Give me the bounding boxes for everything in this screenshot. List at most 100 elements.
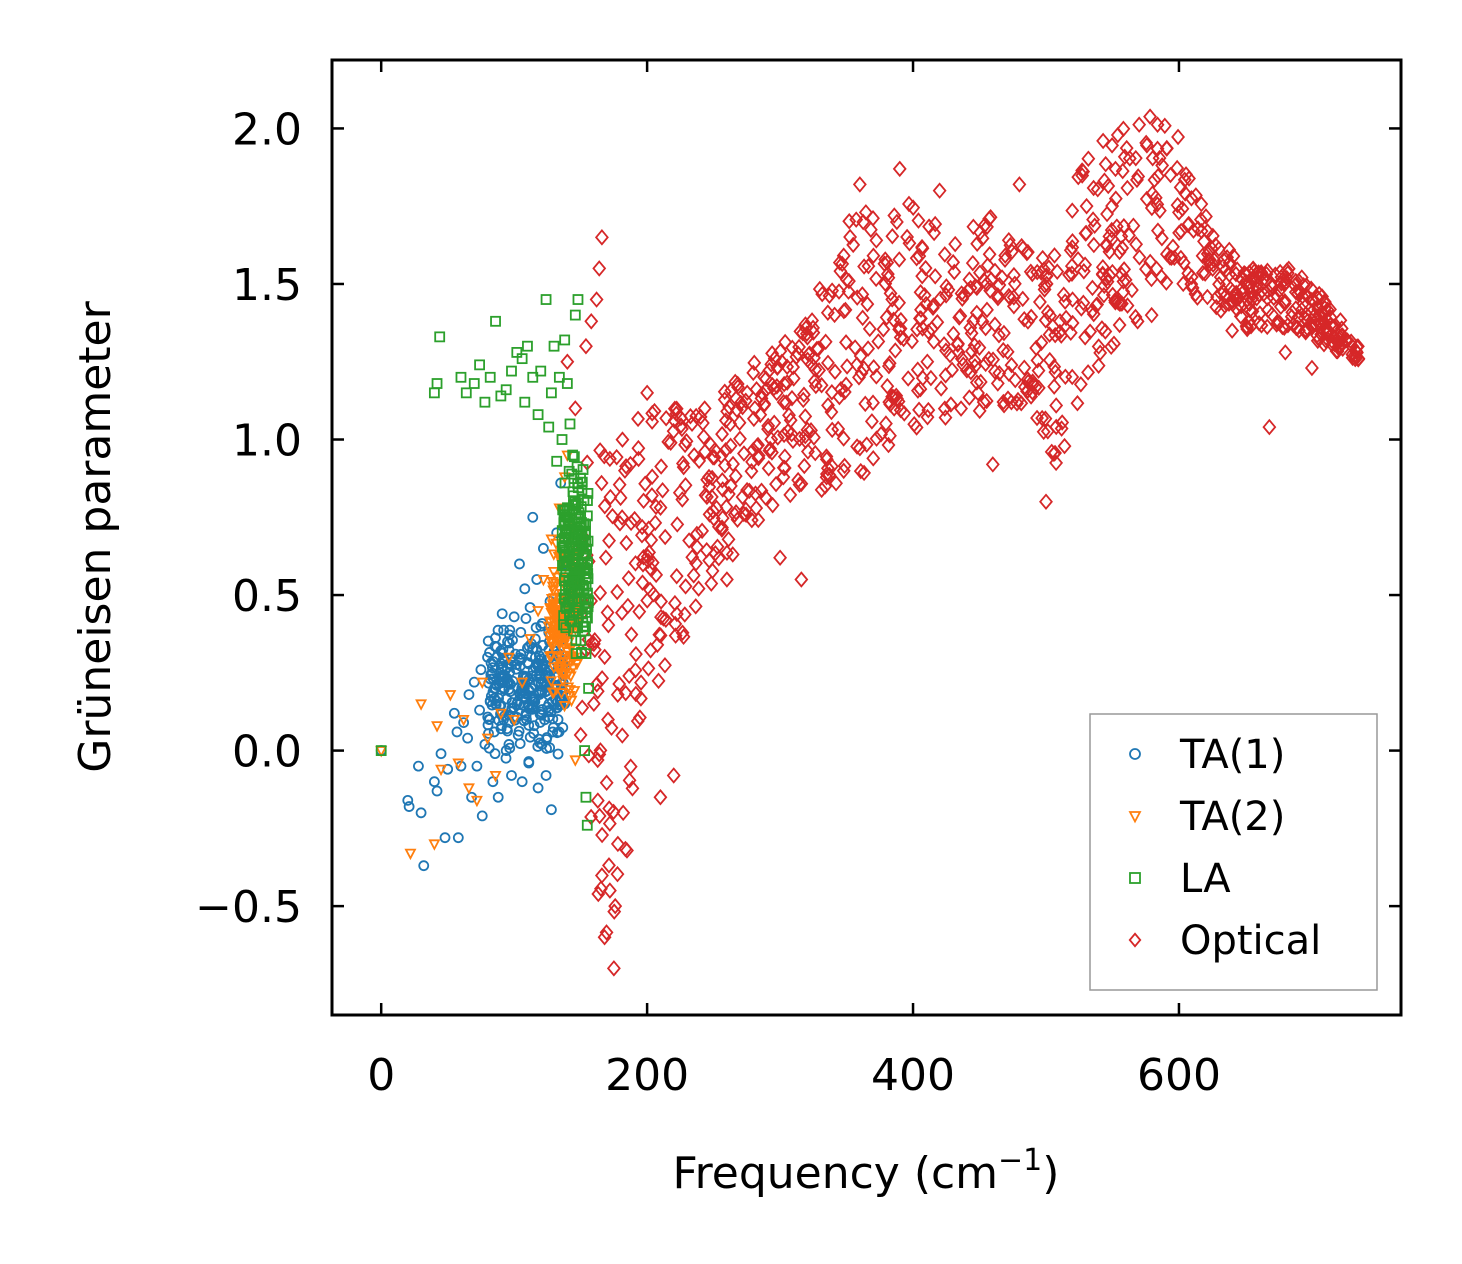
optical-point [761, 460, 776, 477]
ta-2--point [551, 652, 564, 664]
x-tick-label: 600 [1137, 1050, 1221, 1101]
ta-2--point [556, 657, 569, 670]
optical-point [774, 353, 789, 371]
optical-point [832, 254, 847, 271]
optical-point [869, 270, 884, 288]
ta-1--point [496, 720, 508, 732]
ta-1--point [506, 770, 517, 781]
ta-1--point [463, 689, 475, 700]
optical-point [658, 611, 673, 629]
optical-point [1315, 288, 1330, 305]
optical-point [1223, 280, 1238, 298]
ta-2--point [415, 699, 428, 711]
ta-2--point [516, 677, 529, 690]
ta-2--point [428, 839, 441, 851]
optical-point [1277, 319, 1292, 337]
optical-point [807, 372, 822, 390]
optical-point [934, 380, 949, 397]
ta-1--point [495, 658, 507, 669]
optical-point [967, 352, 982, 369]
optical-point [912, 401, 927, 419]
optical-point [636, 492, 651, 510]
optical-point [1115, 162, 1130, 180]
la-point [560, 622, 572, 634]
optical-point [591, 885, 606, 903]
series-optical [560, 108, 1366, 977]
optical-point [1163, 249, 1177, 266]
optical-point [1120, 297, 1135, 314]
la-point [434, 331, 446, 343]
optical-point [821, 354, 835, 372]
optical-point [866, 450, 881, 467]
ta-2--point [532, 606, 545, 618]
optical-point [723, 477, 738, 495]
la-point [582, 573, 594, 585]
optical-point [601, 616, 616, 634]
optical-point [1295, 288, 1310, 305]
optical-point [714, 521, 729, 538]
optical-point [594, 474, 609, 492]
optical-point [885, 227, 900, 245]
optical-point [983, 282, 998, 299]
optical-point [966, 218, 981, 236]
optical-point [707, 449, 722, 466]
series-ta-1- [375, 477, 571, 872]
optical-point [913, 310, 928, 327]
ta-2--point [404, 848, 417, 861]
ta-1--point [474, 704, 485, 716]
optical-point [1304, 291, 1319, 309]
optical-point [587, 641, 602, 659]
optical-point [1304, 280, 1319, 297]
optical-point [978, 355, 993, 373]
optical-point [1040, 304, 1055, 321]
optical-point [1105, 137, 1120, 154]
optical-point [880, 377, 895, 395]
optical-point [1200, 288, 1215, 306]
optical-point [885, 291, 900, 308]
optical-point [1053, 313, 1067, 330]
optical-point [622, 772, 637, 789]
la-point [455, 371, 467, 383]
optical-point [700, 471, 715, 488]
la-point [460, 387, 472, 399]
optical-point [808, 444, 823, 462]
optical-point [824, 403, 839, 421]
optical-point [1173, 249, 1188, 267]
optical-point [744, 462, 759, 480]
optical-point [595, 826, 610, 844]
optical-point [1065, 265, 1079, 282]
optical-point [1144, 306, 1159, 324]
optical-point [568, 400, 583, 417]
optical-point [765, 496, 780, 514]
optical-point [825, 282, 840, 299]
optical-point [1242, 295, 1257, 313]
optical-point [825, 421, 840, 439]
legend-label-ta-2-: TA(2) [1179, 794, 1285, 840]
optical-point [971, 384, 985, 402]
optical-point [1179, 166, 1193, 183]
la-point [579, 745, 591, 756]
optical-point [1144, 270, 1159, 288]
optical-point [1262, 418, 1277, 436]
optical-point [1222, 254, 1237, 272]
optical-point [721, 485, 736, 503]
optical-point [1278, 344, 1293, 361]
optical-point [773, 549, 788, 566]
optical-point [885, 388, 900, 406]
optical-point [619, 534, 634, 552]
optical-point [575, 699, 590, 716]
optical-point [1098, 323, 1113, 340]
x-tick-label: 0 [367, 1050, 395, 1101]
optical-point [1150, 222, 1165, 239]
optical-point [1065, 291, 1080, 308]
ta-1--point [452, 832, 464, 844]
optical-point [827, 306, 842, 324]
ta-1--point [402, 794, 414, 806]
ta-2--point [452, 758, 465, 770]
optical-point [970, 235, 985, 253]
optical-point [1225, 322, 1240, 339]
optical-point [794, 571, 809, 588]
ta-1--point [471, 760, 483, 772]
optical-point [926, 299, 940, 316]
optical-point [1211, 240, 1226, 258]
